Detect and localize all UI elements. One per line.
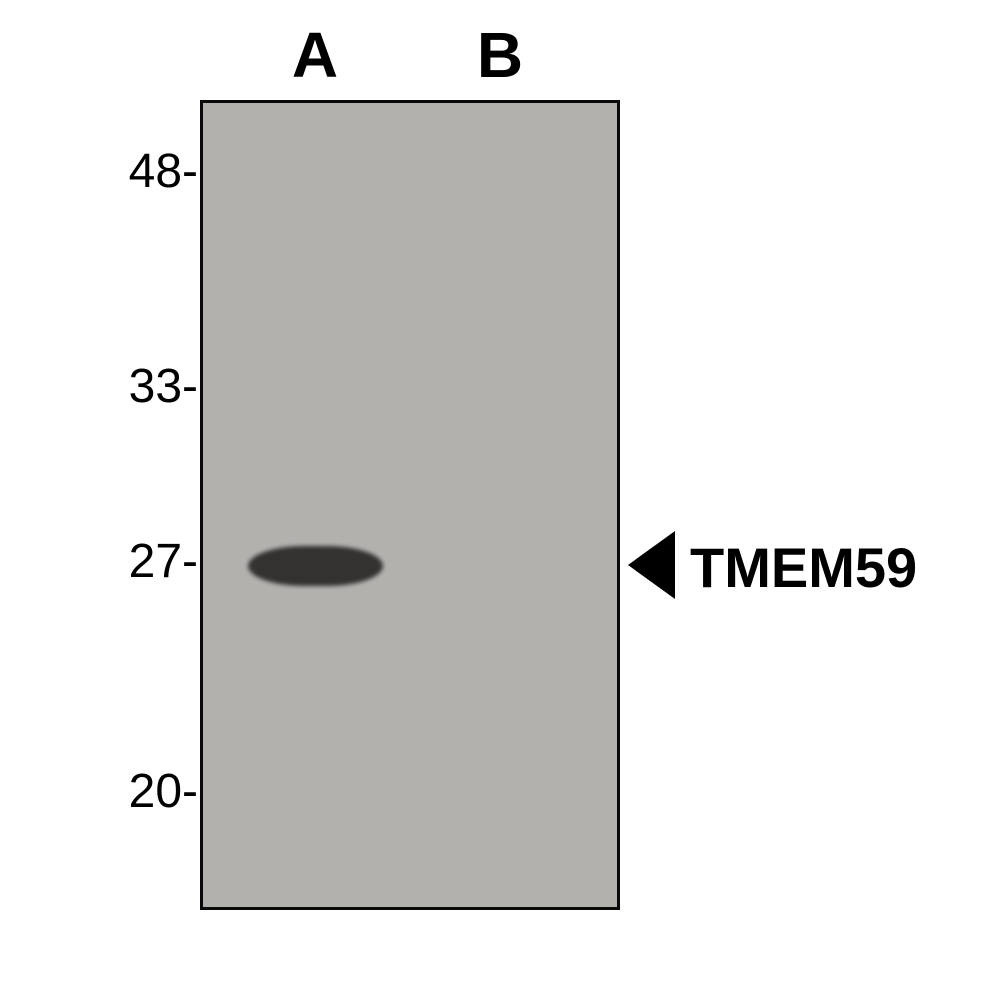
target-arrow-icon	[628, 531, 675, 599]
target-protein-label: TMEM59	[690, 535, 917, 600]
marker-27: 27-	[129, 534, 198, 589]
blot-membrane	[200, 100, 620, 910]
marker-20: 20-	[129, 764, 198, 819]
figure-canvas: A B 48- 33- 27- 20- TMEM59	[0, 0, 1000, 1000]
lane-label-b: B	[460, 18, 540, 92]
marker-33: 33-	[129, 359, 198, 414]
band-lane-a	[248, 546, 383, 586]
lane-label-a: A	[275, 18, 355, 92]
marker-48: 48-	[129, 144, 198, 199]
